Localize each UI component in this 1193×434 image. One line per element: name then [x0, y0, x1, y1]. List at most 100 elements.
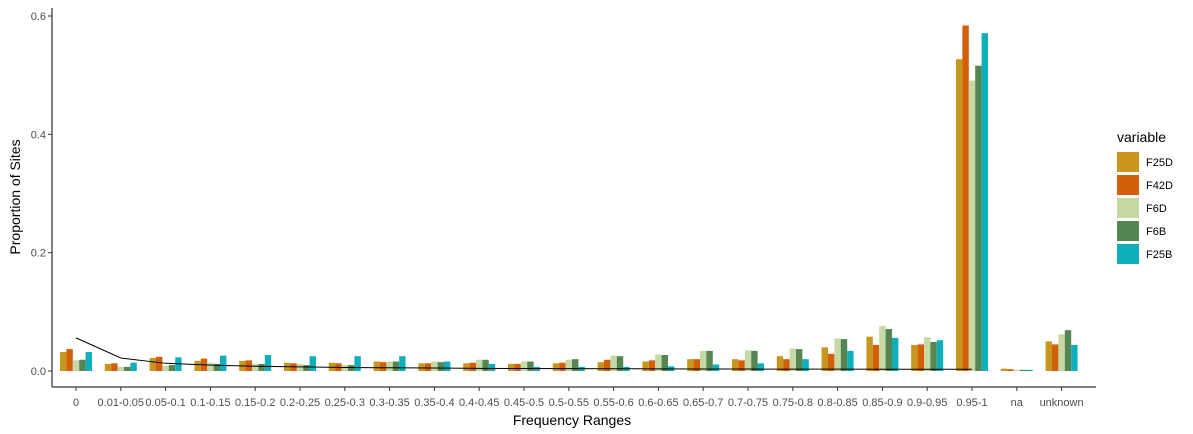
y-tick-label: 0.0: [31, 366, 46, 378]
bar-f25d-7: [373, 361, 380, 371]
bar-f25b-1: [130, 362, 137, 371]
y-ticks: 0.0 0.2 0.4 0.6: [31, 11, 52, 378]
bar-f42d-19: [917, 344, 924, 372]
bar-f42d-1: [111, 363, 118, 371]
bar-f42d-14: [693, 359, 700, 371]
legend-swatch-f6b: [1117, 221, 1139, 241]
bar-f6d-18: [879, 326, 886, 371]
x-tick-label: 0.9-0.95: [907, 397, 947, 409]
bar-f25d-15: [732, 359, 739, 371]
legend-title: variable: [1117, 129, 1166, 145]
x-tick-label: 0.35-0.4: [414, 397, 454, 409]
trend-layer: [75, 337, 972, 370]
bar-f25d-11: [552, 363, 560, 371]
x-axis-title: Frequency Ranges: [513, 412, 631, 428]
bar-f42d-8: [424, 363, 432, 371]
x-tick-label: 0.2-0.25: [280, 397, 320, 409]
bar-f6d-10: [520, 361, 528, 371]
bar-f25b-19: [936, 340, 944, 371]
bar-f6b-12: [616, 356, 624, 371]
bar-f42d-11: [559, 362, 566, 371]
x-tick-label: na: [1011, 397, 1024, 409]
bar-f6d-16: [789, 348, 796, 371]
bar-f6d-2: [162, 365, 169, 371]
x-tick-label: 0.55-0.6: [593, 397, 633, 409]
legend-items: F25D F42D F6D F6B F25B: [1117, 152, 1173, 264]
bar-f42d-21: [1007, 369, 1014, 371]
y-tick-label: 0.6: [31, 11, 46, 23]
bar-f25b-0: [85, 352, 92, 371]
bar-f6d-22: [1058, 334, 1065, 371]
bar-f25d-9: [463, 363, 470, 371]
bar-f6d-13: [655, 354, 662, 371]
bar-f25b-6: [354, 356, 361, 371]
bar-f25b-18: [892, 337, 899, 371]
bar-f25b-14: [712, 364, 720, 371]
bar-f42d-2: [156, 356, 163, 371]
bar-f6d-8: [431, 361, 438, 371]
bar-f6d-6: [341, 365, 348, 371]
bar-f6d-3: [207, 362, 214, 371]
legend-swatch-f42d: [1117, 175, 1139, 195]
x-ticks: 0 0.01-0.05 0.05-0.1 0.1-0.15 0.15-0.2 0.2-0.…: [73, 387, 1084, 409]
bar-f25b-20: [981, 33, 988, 371]
bar-f25b-3: [220, 355, 227, 371]
bar-f42d-20: [962, 25, 969, 371]
x-tick-label: 0.25-0.3: [325, 397, 365, 409]
bar-f25b-22: [1071, 344, 1078, 371]
bar-f25d-2: [149, 357, 156, 371]
bar-f6b-21: [1020, 369, 1027, 371]
bar-f42d-15: [738, 360, 745, 371]
axes-layer: [51, 8, 1096, 388]
x-tick-label: 0.01-0.05: [98, 397, 144, 409]
bar-f25b-7: [399, 356, 406, 371]
bar-f25b-8: [444, 361, 451, 371]
bar-f25b-17: [847, 350, 854, 371]
legend-swatch-f6d: [1117, 198, 1139, 218]
bar-f42d-7: [380, 362, 387, 372]
legend-swatch-f25b: [1117, 244, 1139, 264]
x-tick-label: 0.6-0.65: [638, 397, 678, 409]
bar-f25d-14: [687, 359, 694, 371]
bar-f42d-18: [872, 344, 880, 371]
bar-f6b-7: [392, 361, 400, 371]
bar-f6d-4: [252, 363, 259, 371]
bar-f42d-9: [469, 362, 476, 371]
trend-line: [75, 337, 972, 370]
x-tick-label: 0.3-0.35: [369, 397, 409, 409]
bar-f6b-6: [348, 365, 355, 371]
bar-f42d-16: [783, 359, 790, 371]
bar-f6d-0: [72, 360, 80, 371]
bar-f25b-16: [802, 359, 809, 371]
bar-f42d-10: [514, 363, 521, 371]
bar-f6d-9: [476, 359, 483, 371]
bar-f6d-21: [1013, 369, 1020, 371]
bar-f6b-19: [930, 342, 937, 371]
y-tick-label: 0.4: [31, 129, 46, 141]
bar-f25b-15: [757, 363, 764, 371]
x-tick-label: 0.1-0.15: [190, 397, 230, 409]
bar-f6d-14: [700, 350, 707, 371]
bar-f25d-18: [866, 336, 873, 371]
bar-f25d-1: [104, 363, 112, 371]
bar-f25d-19: [911, 344, 918, 371]
legend: variable F25D F42D F6D F6B F25B: [1117, 129, 1173, 264]
bar-f6b-17: [840, 339, 848, 371]
bar-f6b-8: [437, 362, 444, 372]
bar-f6b-14: [706, 350, 713, 371]
x-tick-label: 0.45-0.5: [504, 397, 544, 409]
y-axis-title: Proportion of Sites: [7, 139, 23, 254]
legend-label-f25d: F25D: [1146, 157, 1173, 169]
bar-f25d-0: [60, 352, 67, 371]
x-tick-label: unknown: [1040, 397, 1084, 409]
bar-f6d-1: [117, 366, 124, 371]
bar-f25d-8: [418, 363, 425, 371]
bar-f42d-22: [1052, 344, 1059, 372]
bar-f25d-22: [1045, 341, 1052, 371]
x-tick-label: 0.7-0.75: [728, 397, 768, 409]
bar-f25d-21: [1000, 368, 1008, 371]
bar-f6b-4: [258, 363, 265, 371]
bar-f6d-11: [565, 359, 572, 371]
x-tick-label: 0.15-0.2: [235, 397, 275, 409]
